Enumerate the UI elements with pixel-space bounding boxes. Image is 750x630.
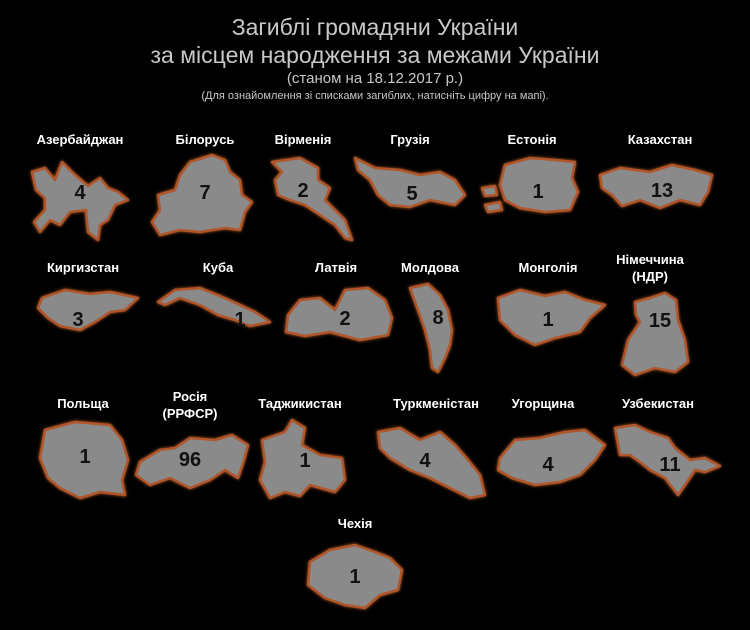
country-label: Чехія xyxy=(338,516,373,531)
country-label: Монголія xyxy=(519,260,578,275)
count-number[interactable]: 7 xyxy=(199,182,210,204)
country-label: Узбекистан xyxy=(622,396,694,411)
count-number[interactable]: 3 xyxy=(72,309,83,331)
country-label: Туркменістан xyxy=(393,396,479,411)
country-turkmenistan[interactable]: Туркменістан 4 xyxy=(376,396,487,500)
country-label: Таджикистан xyxy=(258,396,341,411)
country-latvia[interactable]: Латвія 2 xyxy=(284,260,394,342)
country-label: Білорусь xyxy=(176,132,235,147)
country-label: Росія xyxy=(173,389,208,404)
count-number[interactable]: 4 xyxy=(419,450,431,472)
country-uzbekistan[interactable]: Узбекистан 11 xyxy=(613,396,722,497)
country-label: Куба xyxy=(203,260,234,275)
count-number[interactable]: 1 xyxy=(234,309,245,331)
country-poland[interactable]: Польща 1 xyxy=(38,396,130,500)
page-title-line1: Загиблі громадяни України xyxy=(231,14,519,40)
country-russia-rsfsr[interactable]: Росія (РРФСР) 96 xyxy=(134,389,250,490)
date-subtitle: (станом на 18.12.2017 р.) xyxy=(286,70,464,87)
country-label: Казахстан xyxy=(628,132,693,147)
count-number[interactable]: 2 xyxy=(297,180,308,202)
country-tajikistan[interactable]: Таджикистан 1 xyxy=(258,396,347,500)
count-number[interactable]: 96 xyxy=(179,449,201,471)
count-number[interactable]: 15 xyxy=(649,310,671,332)
country-azerbaijan[interactable]: Азербайджан 4 xyxy=(30,132,130,242)
count-number[interactable]: 4 xyxy=(74,182,86,204)
country-label: Азербайджан xyxy=(37,132,124,147)
count-number[interactable]: 1 xyxy=(349,566,360,588)
country-label: Польща xyxy=(57,396,109,411)
country-cuba[interactable]: Куба 1 xyxy=(156,260,272,331)
count-number[interactable]: 1 xyxy=(532,181,543,203)
count-number[interactable]: 1 xyxy=(79,446,90,468)
country-czechia[interactable]: Чехія 1 xyxy=(306,516,404,610)
country-armenia[interactable]: Вірменія 2 xyxy=(270,132,354,242)
country-kyrgyzstan[interactable]: Киргизстан 3 xyxy=(36,260,140,332)
country-label: Латвія xyxy=(315,260,357,275)
country-hungary[interactable]: Угорщина 4 xyxy=(496,396,607,487)
count-number[interactable]: 4 xyxy=(542,454,554,476)
count-number[interactable]: 1 xyxy=(542,309,553,331)
country-estonia[interactable]: Естонія 1 xyxy=(480,132,580,214)
country-mongolia[interactable]: Монголія 1 xyxy=(496,260,607,347)
country-label: Киргизстан xyxy=(47,260,119,275)
country-label-line2: (НДР) xyxy=(632,269,668,284)
page-title-line2: за місцем народження за межами України xyxy=(150,42,600,68)
count-number[interactable]: 13 xyxy=(651,180,673,202)
count-number[interactable]: 8 xyxy=(432,307,443,329)
count-number[interactable]: 1 xyxy=(299,450,310,472)
country-belarus[interactable]: Білорусь 7 xyxy=(150,132,254,237)
country-label: Естонія xyxy=(507,132,556,147)
count-number[interactable]: 2 xyxy=(339,308,350,330)
count-number[interactable]: 5 xyxy=(406,183,417,205)
country-kazakhstan[interactable]: Казахстан 13 xyxy=(598,132,714,210)
country-label-line2: (РРФСР) xyxy=(163,406,218,421)
country-label: Вірменія xyxy=(275,132,332,147)
country-label: Молдова xyxy=(401,260,460,275)
country-label: Угорщина xyxy=(512,396,576,411)
country-label: Німеччина xyxy=(616,252,684,267)
count-number[interactable]: 11 xyxy=(659,454,680,476)
country-georgia[interactable]: Грузія 5 xyxy=(353,132,467,209)
country-moldova[interactable]: Молдова 8 xyxy=(401,260,460,374)
country-germany-gdr[interactable]: Німеччина (НДР) 15 xyxy=(616,252,690,377)
instruction-note: (Для ознайомлення зі списками загиблих, … xyxy=(201,90,549,102)
country-label: Грузія xyxy=(390,132,429,147)
